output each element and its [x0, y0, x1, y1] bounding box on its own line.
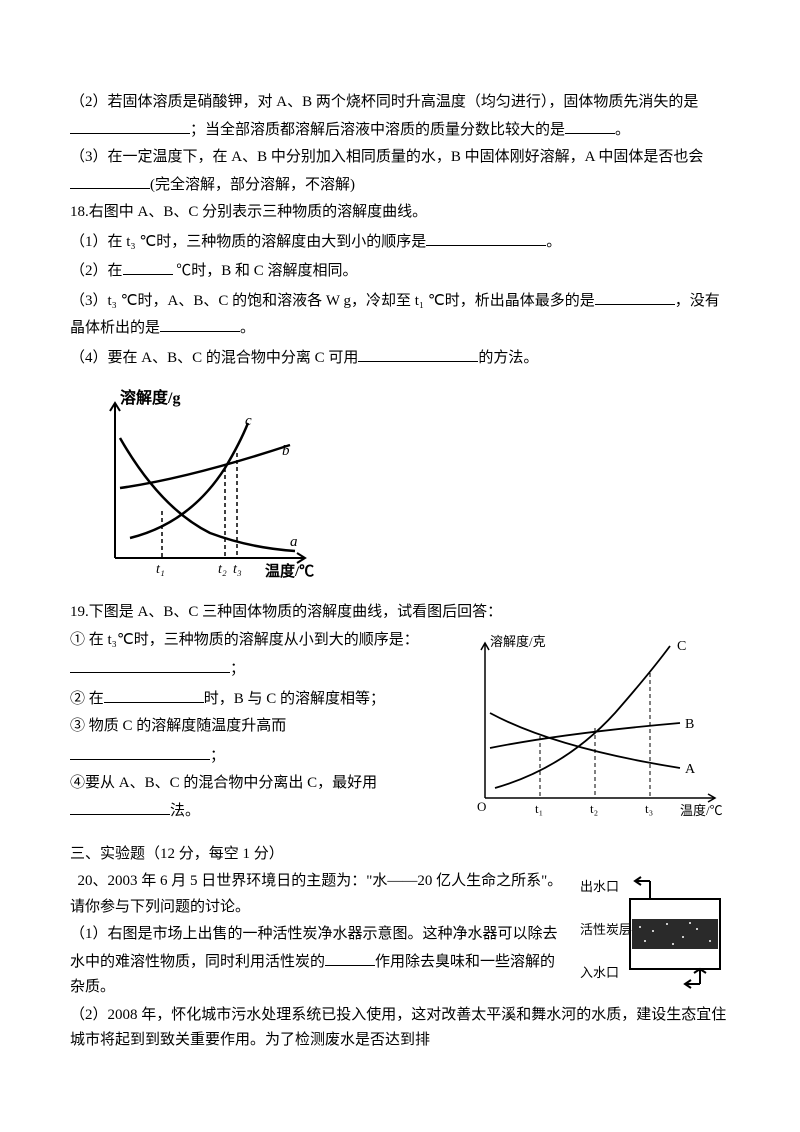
chart18-t2: t₂ — [218, 562, 227, 577]
q18-p2-t1: 在 — [108, 263, 123, 279]
q17-p2-t3: 。 — [615, 122, 630, 138]
chart19-t3: t₃ — [645, 801, 653, 816]
chart18-svg: 溶解度/g 温度/℃ c b a t₁ t₂ t₃ — [70, 383, 330, 588]
q18-p4-t1: 要在 A、B、C 的混合物中分离 C 可用 — [108, 350, 359, 366]
blank — [70, 797, 170, 815]
q19-p4-label: ④ — [70, 775, 85, 791]
q18-p4-label: （4） — [70, 350, 108, 366]
q19-right: 溶解度/克 温度/℃ O C B A t₁ t₂ t₃ — [455, 628, 730, 828]
q19-p3-t2: ； — [210, 748, 225, 764]
q20-p1-label: （1） — [70, 926, 108, 942]
chart19-C: C — [677, 639, 686, 654]
q17-p2-t1: 若固体溶质是硝酸钾，对 A、B 两个烧杯同时升高温度（均匀进行），固体物质先消失… — [108, 94, 699, 110]
q19-head: 19.下图是 A、B、C 三种固体物质的溶解度曲线，试看图后回答： — [70, 600, 730, 626]
q19-left: ① 在 t₃℃时，三种物质的溶解度从小到大的顺序是： ； ② 在 时，B 与 C … — [70, 628, 445, 827]
blank — [426, 228, 546, 246]
q19-p1-t1: 在 t₃℃时，三种物质的溶解度从小到大的顺序是： — [85, 632, 419, 648]
q19-p1-t2: ； — [230, 661, 245, 677]
q19-p2-t2: 时，B 与 C 的溶解度相等； — [204, 691, 385, 707]
q18-p3: （3）t₃ ℃时，A、B、C 的饱和溶液各 W g，冷却至 t₁ ℃时，析出晶体… — [70, 287, 730, 342]
q17-p2-label: （2） — [70, 94, 108, 110]
q18-p2-t2: ℃时，B 和 C 溶解度相同。 — [173, 263, 358, 279]
q17-p3: （3）在一定温度下，在 A、B 中分别加入相同质量的水，B 中固体刚好溶解，A … — [70, 145, 730, 198]
blank — [358, 344, 478, 362]
q19-p2-t1: 在 — [85, 691, 104, 707]
q19-p3-t1: 物质 C 的溶解度随温度升高而 — [85, 718, 286, 734]
q18-p2-label: （2） — [70, 263, 108, 279]
chart18-a: a — [290, 534, 298, 550]
q18-p3-label: （3） — [70, 293, 108, 309]
chart19-xlabel: 温度/℃ — [680, 803, 723, 818]
q20-p2-label: （2） — [70, 1007, 108, 1023]
q17-p3-t2: (完全溶解，部分溶解，不溶解) — [150, 177, 355, 193]
d20-out: 出水口 — [580, 879, 619, 894]
diagram20-svg: 出水口 活性炭层 入水口 — [575, 869, 730, 989]
d20-layer: 活性炭层 — [580, 922, 632, 937]
chart19-t1: t₁ — [535, 801, 543, 816]
q20-left: 20、2003 年 6 月 5 日世界环境日的主题为："水——20 亿人生命之所… — [70, 869, 565, 1003]
q19-row: ① 在 t₃℃时，三种物质的溶解度从小到大的顺序是： ； ② 在 时，B 与 C … — [70, 628, 730, 828]
chart18-b: b — [282, 443, 290, 459]
chart19-svg: 溶解度/克 温度/℃ O C B A t₁ t₂ t₃ — [455, 628, 730, 828]
chart19-A: A — [685, 762, 696, 777]
q18-p1-label: （1） — [70, 234, 108, 250]
chart18-t1: t₁ — [156, 562, 165, 577]
chart19-t2: t₂ — [590, 801, 598, 816]
blank — [565, 116, 615, 134]
chart18-ylabel: 溶解度/g — [120, 388, 180, 407]
q19-p4-t1: 要从 A、B、C 的混合物中分离出 C，最好用 — [85, 775, 377, 791]
q20-head: 20、2003 年 6 月 5 日世界环境日的主题为："水——20 亿人生命之所… — [70, 869, 565, 920]
q17-p3-label: （3） — [70, 149, 108, 165]
chart18-t3: t₃ — [233, 562, 242, 577]
q18-p4-t2: 的方法。 — [478, 350, 538, 366]
q17-p2: （2）若固体溶质是硝酸钾，对 A、B 两个烧杯同时升高温度（均匀进行），固体物质… — [70, 90, 730, 143]
q18-head: 18.右图中 A、B、C 分别表示三种物质的溶解度曲线。 — [70, 200, 730, 226]
svg-text:O: O — [477, 799, 486, 814]
blank — [70, 116, 190, 134]
section3-title: 三、实验题（12 分，每空 1 分） — [70, 842, 730, 868]
blank — [70, 742, 210, 760]
chart19-B: B — [685, 717, 694, 732]
blank — [123, 257, 173, 275]
blank — [595, 287, 675, 305]
q18-p3-t3: 。 — [240, 320, 255, 336]
q20-p2-t: 2008 年，怀化城市污水处理系统已投入使用，这对改善太平溪和舞水河的水质，建设… — [70, 1007, 726, 1049]
q17-p3-t1: 在一定温度下，在 A、B 中分别加入相同质量的水，B 中固体刚好溶解，A 中固体… — [108, 149, 704, 165]
q18-p1-t3: 。 — [546, 234, 561, 250]
blank — [70, 655, 230, 673]
q20-right: 出水口 活性炭层 入水口 — [575, 869, 730, 989]
q17-p2-t2: ；当全部溶质都溶解后溶液中溶质的质量分数比较大的是 — [190, 122, 565, 138]
q20-row: 20、2003 年 6 月 5 日世界环境日的主题为："水——20 亿人生命之所… — [70, 869, 730, 1003]
q18-p3-t1: t₃ ℃时，A、B、C 的饱和溶液各 W g，冷却至 t₁ ℃时，析出晶体最多的… — [108, 293, 595, 309]
blank — [70, 171, 150, 189]
chart18-c: c — [245, 413, 252, 429]
blank — [160, 314, 240, 332]
q19-p2-label: ② — [70, 691, 85, 707]
q19-p1-label: ① — [70, 632, 85, 648]
chart18-container: 溶解度/g 温度/℃ c b a t₁ t₂ t₃ — [70, 383, 730, 588]
q18-p1-t1: 在 t₃ ℃时，三种物质的溶解度由大到小的顺序是 — [108, 234, 427, 250]
blank — [325, 948, 375, 966]
d20-in: 入水口 — [580, 965, 619, 980]
q19-p3-label: ③ — [70, 718, 85, 734]
q18-p2: （2）在 ℃时，B 和 C 溶解度相同。 — [70, 257, 730, 285]
chart18-xlabel: 温度/℃ — [265, 562, 314, 580]
q18-p1: （1）在 t₃ ℃时，三种物质的溶解度由大到小的顺序是 。 — [70, 228, 730, 256]
q18-p4: （4）要在 A、B、C 的混合物中分离 C 可用 的方法。 — [70, 344, 730, 372]
chart19-ylabel: 溶解度/克 — [490, 634, 546, 649]
q19-p4-t2: 法。 — [170, 803, 200, 819]
blank — [104, 685, 204, 703]
